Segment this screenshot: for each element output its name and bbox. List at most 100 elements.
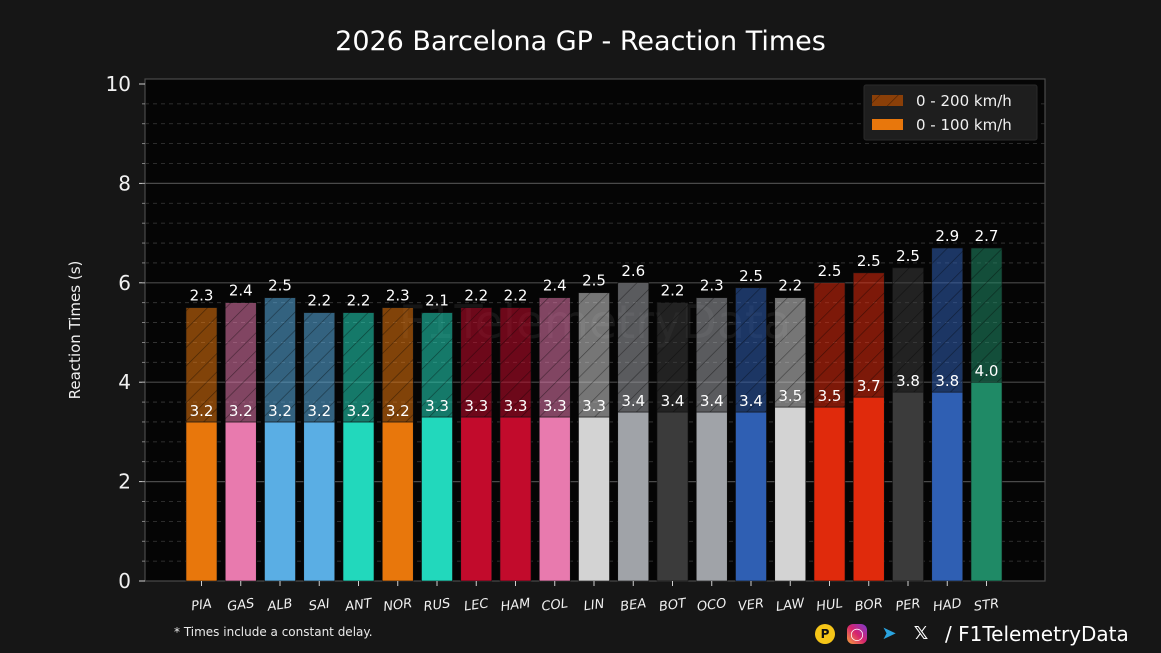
data-label-0-200: 2.2 xyxy=(347,292,371,310)
bar-0-100-bor xyxy=(852,396,885,582)
data-label-0-100: 3.4 xyxy=(621,392,645,410)
social-links: P ◯ ➤ 𝕏 / F1TelemetryData xyxy=(815,622,1129,646)
data-label-0-200: 2.2 xyxy=(464,287,488,305)
data-label-0-200: 2.6 xyxy=(621,262,645,280)
bar-0-100-law xyxy=(774,406,807,582)
bar-0-100-per xyxy=(892,391,924,582)
x-tick-label: SAI xyxy=(308,597,331,615)
legend-label-0-200: 0 - 200 km/h xyxy=(916,92,1012,110)
data-label-0-200: 2.2 xyxy=(778,277,802,295)
y-tick-label: 0 xyxy=(118,569,131,593)
bar-0-100-col xyxy=(538,416,571,582)
footnote: * Times include a constant delay. xyxy=(174,625,373,639)
y-tick-label: 8 xyxy=(118,171,131,195)
bar-hatch-pia xyxy=(186,307,217,422)
bar-hatch-bot xyxy=(657,302,688,413)
data-label-0-100: 3.5 xyxy=(778,387,802,405)
y-tick-label: 4 xyxy=(118,370,131,394)
data-label-0-100: 3.3 xyxy=(543,397,567,415)
x-tick-label: NOR xyxy=(382,596,413,615)
data-label-0-100: 3.4 xyxy=(739,392,763,410)
bar-0-100-rus xyxy=(421,416,453,582)
legend-box xyxy=(863,84,1038,141)
x-tick-label: GAS xyxy=(226,596,255,615)
bar-hatch-hul xyxy=(814,282,845,408)
legend-label-0-100: 0 - 100 km/h xyxy=(916,116,1012,134)
bar-0-100-hul xyxy=(813,406,846,582)
bar-hatch-bor xyxy=(853,272,885,398)
x-icon[interactable]: 𝕏 xyxy=(913,623,929,644)
bar-hatch-alb xyxy=(264,297,296,422)
data-label-0-200: 2.2 xyxy=(661,282,685,300)
bar-hatch-had xyxy=(931,248,963,393)
bar-0-100-pia xyxy=(185,421,218,582)
bar-hatch-bea xyxy=(617,282,649,413)
data-label-0-100: 3.4 xyxy=(661,392,685,410)
x-tick-label: PER xyxy=(895,596,922,614)
data-label-0-200: 2.5 xyxy=(818,262,842,280)
data-label-0-200: 2.2 xyxy=(307,292,331,310)
x-tick-label: BEA xyxy=(619,596,647,614)
data-label-0-200: 2.7 xyxy=(975,227,999,245)
bar-0-100-nor xyxy=(381,421,414,582)
x-tick-label: HAD xyxy=(932,596,962,615)
x-tick-label: RUS xyxy=(423,596,452,615)
data-label-0-100: 3.2 xyxy=(307,402,331,420)
bar-0-100-ver xyxy=(735,411,767,582)
y-axis-label: Reaction Times (s) xyxy=(66,261,84,400)
bar-hatch-col xyxy=(539,297,571,417)
bar-0-100-alb xyxy=(264,421,296,582)
x-tick-label: LIN xyxy=(583,597,606,615)
data-label-0-200: 2.2 xyxy=(504,287,528,305)
data-label-0-100: 3.2 xyxy=(268,402,292,420)
bar-0-100-str xyxy=(970,381,1003,582)
data-label-0-200: 2.4 xyxy=(543,277,567,295)
data-label-0-200: 2.5 xyxy=(857,252,881,270)
bar-hatch-ant xyxy=(343,312,374,422)
x-tick-label: LAW xyxy=(775,596,807,615)
bar-hatch-nor xyxy=(382,307,414,422)
y-tick-label: 10 xyxy=(106,72,131,96)
x-tick-label: BOT xyxy=(658,596,688,615)
x-tick-label: COL xyxy=(541,596,569,615)
x-tick-label: BOR xyxy=(854,596,884,615)
x-tick-label: ALB xyxy=(266,596,294,614)
data-label-0-100: 3.3 xyxy=(582,397,606,415)
instagram-icon[interactable]: ◯ xyxy=(847,624,867,644)
data-label-0-200: 2.1 xyxy=(425,292,449,310)
data-label-0-100: 3.3 xyxy=(504,397,528,415)
x-tick-label: LEC xyxy=(463,596,490,614)
data-label-0-100: 3.5 xyxy=(818,387,842,405)
telegram-icon[interactable]: ➤ xyxy=(881,623,897,644)
y-tick-label: 6 xyxy=(118,271,131,295)
data-label-0-100: 3.2 xyxy=(347,402,371,420)
legend: 0 - 200 km/h 0 - 100 km/h xyxy=(863,84,1038,141)
data-label-0-100: 3.2 xyxy=(229,402,253,420)
bar-hatch-gas xyxy=(225,302,257,422)
data-label-0-200: 2.9 xyxy=(935,227,959,245)
x-tick-label: HUL xyxy=(815,596,843,615)
data-label-0-100: 3.2 xyxy=(386,402,410,420)
bar-0-100-had xyxy=(931,391,964,582)
data-label-0-200: 2.5 xyxy=(268,277,292,295)
bar-0-100-ant xyxy=(342,421,375,582)
data-label-0-100: 3.7 xyxy=(857,377,881,395)
data-label-0-100: 3.3 xyxy=(425,397,449,415)
data-label-0-100: 3.2 xyxy=(190,402,214,420)
bar-0-100-sai xyxy=(303,421,336,582)
data-label-0-200: 2.3 xyxy=(700,277,724,295)
x-tick-label: HAM xyxy=(500,596,532,615)
x-tick-label: PIA xyxy=(190,597,212,615)
social-handle: / F1TelemetryData xyxy=(945,622,1129,646)
bar-0-100-ham xyxy=(499,416,532,582)
bar-0-100-oco xyxy=(695,411,728,582)
bar-0-100-lin xyxy=(578,416,610,582)
bar-hatch-lec xyxy=(460,307,492,417)
bar-hatch-law xyxy=(774,297,806,408)
patreon-icon[interactable]: P xyxy=(815,624,835,644)
x-tick-label: STR xyxy=(973,596,1000,614)
bar-hatch-str xyxy=(971,248,1002,383)
data-label-0-200: 2.3 xyxy=(386,287,410,305)
bar-hatch-lin xyxy=(578,292,610,417)
